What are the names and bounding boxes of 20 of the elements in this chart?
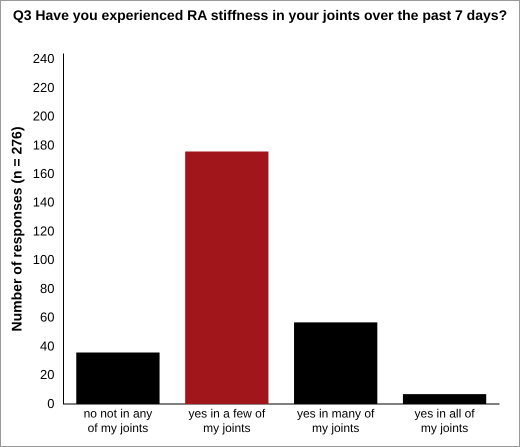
y-tick-label: 100 [32, 252, 54, 268]
x-tick-label: yes in many of my joints [296, 406, 376, 436]
chart-title: Q3 Have you experienced RA stiffness in your joints over the past 7 days? [12, 7, 508, 25]
y-tick-label: 240 [32, 51, 54, 66]
y-tick-label: 40 [40, 338, 54, 354]
y-axis-title: Number of responses (n = 276) [8, 126, 24, 332]
x-tick-label: no not in any of my joints [84, 406, 152, 436]
y-tick-label: 140 [32, 194, 54, 210]
y-tick-label: 220 [32, 80, 54, 95]
x-tick-label: yes in all of my joints [414, 406, 476, 436]
y-tick-label: 0 [47, 396, 54, 411]
y-tick-label: 120 [32, 223, 54, 238]
y-tick-label: 160 [32, 166, 54, 182]
y-tick-label: 80 [40, 280, 54, 296]
bar [185, 151, 268, 404]
y-tick-label: 200 [32, 108, 54, 124]
y-tick-label: 20 [40, 367, 54, 382]
y-tick-label: 60 [40, 310, 54, 325]
x-tick-label: yes in a few of my joints [188, 406, 266, 436]
y-tick-label: 180 [32, 137, 54, 152]
